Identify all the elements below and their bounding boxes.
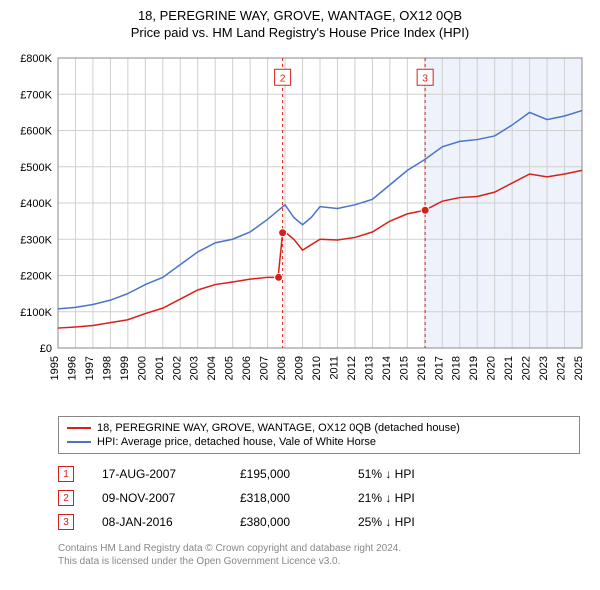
sale-price: £195,000 xyxy=(240,467,330,481)
x-tick-label: 2013 xyxy=(363,356,375,380)
x-tick-label: 2018 xyxy=(451,356,463,380)
chart: 1995 1996 1997 1998 1999 2000 2001 2002 2003 2004… xyxy=(10,48,590,408)
y-tick-label: £100K xyxy=(20,307,52,319)
x-tick-label: 2012 xyxy=(346,356,358,380)
sale-rel-hpi: 25% ↓ HPI xyxy=(358,515,468,529)
x-tick-label: 2003 xyxy=(189,356,201,380)
attribution-line2: This data is licensed under the Open Gov… xyxy=(58,555,590,568)
x-tick-label: 2017 xyxy=(433,356,445,380)
attribution-line1: Contains HM Land Registry data © Crown c… xyxy=(58,542,590,555)
legend-item: 18, PEREGRINE WAY, GROVE, WANTAGE, OX12 … xyxy=(67,421,571,435)
x-tick-label: 2020 xyxy=(486,356,498,380)
x-tick-label: 1998 xyxy=(101,356,113,380)
sale-rel-hpi: 51% ↓ HPI xyxy=(358,467,468,481)
y-tick-label: £600K xyxy=(20,126,52,138)
attribution: Contains HM Land Registry data © Crown c… xyxy=(58,542,590,568)
x-tick-label: 2025 xyxy=(573,356,585,380)
x-tick-label: 2011 xyxy=(328,356,340,380)
legend-swatch xyxy=(67,427,91,429)
legend-label: 18, PEREGRINE WAY, GROVE, WANTAGE, OX12 … xyxy=(97,422,460,434)
sale-marker-label: 2 xyxy=(280,73,286,84)
x-tick-label: 2024 xyxy=(556,356,568,380)
sale-dot xyxy=(279,229,287,237)
x-tick-label: 2002 xyxy=(171,356,183,380)
legend-item: HPI: Average price, detached house, Vale… xyxy=(67,435,571,449)
x-tick-label: 2004 xyxy=(206,356,218,380)
y-tick-label: £500K xyxy=(20,162,52,174)
sale-date: 17-AUG-2007 xyxy=(102,467,212,481)
x-tick-label: 1999 xyxy=(119,356,131,380)
sale-row: 2 09-NOV-2007 £318,000 21% ↓ HPI xyxy=(58,486,590,510)
x-tick-label: 1997 xyxy=(84,356,96,380)
x-tick-label: 1996 xyxy=(66,356,78,380)
y-tick-label: £800K xyxy=(20,53,52,65)
sale-dot xyxy=(421,206,429,214)
x-tick-label: 2019 xyxy=(468,356,480,380)
x-tick-label: 2001 xyxy=(154,356,166,380)
x-tick-label: 2006 xyxy=(241,356,253,380)
line-chart-svg: 1995 1996 1997 1998 1999 2000 2001 2002 2003 2004… xyxy=(10,48,590,408)
sales-table: 1 17-AUG-2007 £195,000 51% ↓ HPI 2 09-NOV-200… xyxy=(58,462,590,534)
x-tick-label: 2015 xyxy=(398,356,410,380)
x-tick-label: 2000 xyxy=(136,356,148,380)
title-block: 18, PEREGRINE WAY, GROVE, WANTAGE, OX12 … xyxy=(10,8,590,40)
x-tick-label: 2005 xyxy=(224,356,236,380)
sale-row: 1 17-AUG-2007 £195,000 51% ↓ HPI xyxy=(58,462,590,486)
x-tick-label: 2023 xyxy=(538,356,550,380)
title-main: 18, PEREGRINE WAY, GROVE, WANTAGE, OX12 … xyxy=(10,8,590,23)
x-tick-label: 2021 xyxy=(503,356,515,380)
sale-row: 3 08-JAN-2016 £380,000 25% ↓ HPI xyxy=(58,510,590,534)
x-tick-label: 2007 xyxy=(259,356,271,380)
x-tick-label: 1995 xyxy=(49,356,61,380)
x-tick-label: 2016 xyxy=(416,356,428,380)
y-tick-label: £700K xyxy=(20,89,52,101)
sale-rel-hpi: 21% ↓ HPI xyxy=(358,491,468,505)
x-tick-label: 2009 xyxy=(294,356,306,380)
chart-container: 18, PEREGRINE WAY, GROVE, WANTAGE, OX12 … xyxy=(0,0,600,576)
sale-price: £380,000 xyxy=(240,515,330,529)
legend-label: HPI: Average price, detached house, Vale… xyxy=(97,436,376,448)
x-tick-label: 2008 xyxy=(276,356,288,380)
sale-date: 08-JAN-2016 xyxy=(102,515,212,529)
x-tick-label: 2014 xyxy=(381,356,393,380)
y-tick-label: £400K xyxy=(20,198,52,210)
sale-row-marker: 1 xyxy=(58,466,74,482)
sale-price: £318,000 xyxy=(240,491,330,505)
sale-date: 09-NOV-2007 xyxy=(102,491,212,505)
y-tick-label: £0 xyxy=(40,343,52,355)
x-tick-label: 2022 xyxy=(521,356,533,380)
legend: 18, PEREGRINE WAY, GROVE, WANTAGE, OX12 … xyxy=(58,416,580,454)
legend-swatch xyxy=(67,441,91,443)
x-tick-label: 2010 xyxy=(311,356,323,380)
sale-marker-label: 3 xyxy=(422,73,428,84)
sale-row-marker: 2 xyxy=(58,490,74,506)
title-sub: Price paid vs. HM Land Registry's House … xyxy=(10,25,590,40)
sale-dot xyxy=(275,273,283,281)
y-tick-label: £300K xyxy=(20,234,52,246)
sale-row-marker: 3 xyxy=(58,514,74,530)
y-tick-label: £200K xyxy=(20,271,52,283)
